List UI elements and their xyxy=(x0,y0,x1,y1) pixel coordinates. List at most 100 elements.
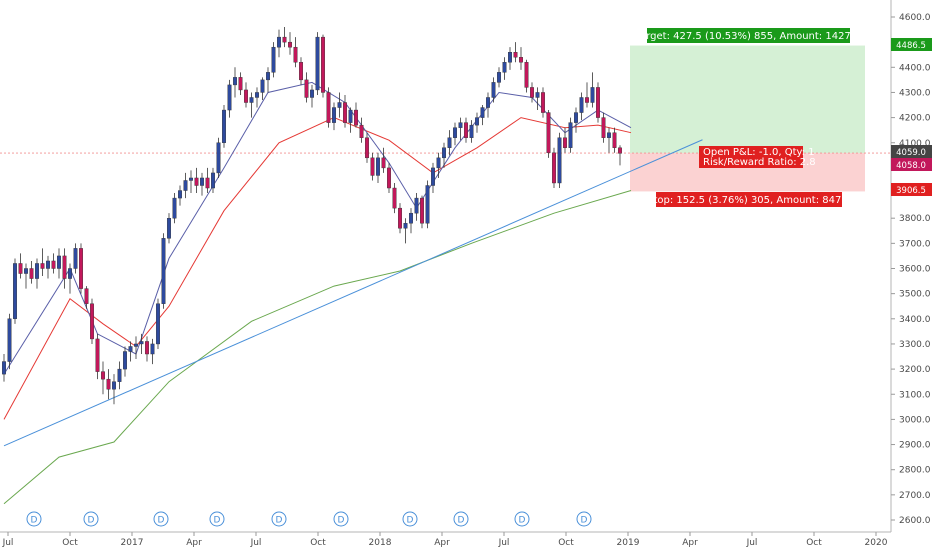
dividend-marker[interactable]: D xyxy=(402,511,418,527)
candle xyxy=(282,27,287,48)
candle-body xyxy=(315,36,320,91)
dividend-marker[interactable]: D xyxy=(453,511,469,527)
price-axis-label: 2800.0 xyxy=(899,466,931,476)
candle-body xyxy=(326,92,331,123)
profit-zone[interactable] xyxy=(630,45,865,154)
candle-body xyxy=(541,92,546,113)
candle-body xyxy=(293,46,298,63)
candle-body xyxy=(453,127,458,138)
current-price-tag: 4058.0 xyxy=(891,158,932,171)
candle-body xyxy=(12,263,17,319)
dividend-marker[interactable]: D xyxy=(209,511,225,527)
dividend-marker[interactable]: D xyxy=(576,511,592,527)
candle-body xyxy=(232,77,237,86)
candle-body xyxy=(497,72,502,83)
candle xyxy=(216,137,221,178)
dividend-marker[interactable]: D xyxy=(333,511,349,527)
candle xyxy=(78,243,83,294)
time-axis-label: Apr xyxy=(186,538,202,548)
candle-body xyxy=(398,207,403,229)
candle xyxy=(35,258,40,289)
candle xyxy=(359,117,364,143)
candle xyxy=(73,243,78,274)
candle xyxy=(161,233,166,309)
candle-body xyxy=(243,89,248,103)
dividend-marker[interactable]: D xyxy=(153,511,169,527)
candle xyxy=(568,117,573,153)
candle-body xyxy=(370,157,375,176)
moving-average-slow xyxy=(3,190,632,505)
candle-body xyxy=(585,97,590,103)
time-axis[interactable]: Jul Oct 2017 Apr Jul Oct 2018 Apr Jul Oct 2019 Apr J… xyxy=(2,532,888,548)
candle-body xyxy=(111,381,116,390)
candle xyxy=(574,107,579,133)
candle-body xyxy=(183,180,188,191)
candle-body xyxy=(100,371,105,380)
candle-body xyxy=(304,79,309,98)
candle-body xyxy=(332,107,337,123)
candle xyxy=(491,77,496,103)
candle-body xyxy=(563,137,568,148)
candle-body xyxy=(35,263,40,279)
candle-body xyxy=(491,82,496,98)
candle xyxy=(243,82,248,108)
time-axis-label: Jul xyxy=(2,538,14,548)
candle xyxy=(310,84,315,108)
candle xyxy=(370,152,375,181)
dividend-marker[interactable]: D xyxy=(271,511,287,527)
dividend-marker[interactable]: D xyxy=(26,511,42,527)
candles xyxy=(2,27,623,405)
candle xyxy=(425,180,430,229)
candle xyxy=(332,102,337,131)
candle-body xyxy=(535,92,540,98)
candle-body xyxy=(172,197,177,219)
entry-price-tag: 4059.0 xyxy=(891,145,932,158)
dividend-marker-circle xyxy=(402,511,418,527)
candle xyxy=(57,248,62,279)
candle xyxy=(618,145,623,166)
candle xyxy=(199,172,204,196)
candle-body xyxy=(464,122,469,138)
price-axis-label: 4400.0 xyxy=(899,63,931,73)
candle-body xyxy=(519,57,524,63)
candle xyxy=(238,72,243,95)
candle xyxy=(128,341,133,362)
candle-body xyxy=(513,52,518,58)
dividend-marker-circle xyxy=(153,511,169,527)
dividend-marker-circle xyxy=(26,511,42,527)
price-axis-label: 2900.0 xyxy=(899,441,931,451)
candle-body xyxy=(227,84,232,111)
candle-body xyxy=(524,62,529,88)
time-axis-label: Jul xyxy=(498,538,510,548)
dividend-marker-label: D xyxy=(338,516,345,526)
dividend-marker[interactable]: D xyxy=(83,511,99,527)
candle xyxy=(398,203,403,234)
price-axis-label: 2600.0 xyxy=(899,516,931,526)
time-axis-label: Apr xyxy=(434,538,450,548)
dividend-marker-circle xyxy=(83,511,99,527)
dividend-marker[interactable]: D xyxy=(514,511,530,527)
trendline[interactable] xyxy=(3,139,703,447)
candle xyxy=(409,208,414,234)
price-axis[interactable]: 4600.04500.04400.04300.04200.04100.04000… xyxy=(891,13,931,526)
candle xyxy=(458,117,463,141)
candle xyxy=(596,82,601,123)
candle-body xyxy=(117,368,122,382)
candle xyxy=(376,152,381,183)
candle xyxy=(299,57,304,85)
candle xyxy=(497,67,502,88)
candle-body xyxy=(166,217,171,239)
candle xyxy=(447,130,452,156)
target-price-tag: 4486.5 xyxy=(891,38,932,51)
target-label-text: Target: 427.5 (10.53%) 855, Amount: 1427… xyxy=(635,31,861,42)
candle xyxy=(95,333,100,380)
candle-body xyxy=(321,36,326,93)
candle-body xyxy=(502,62,507,73)
candle-body xyxy=(177,190,182,199)
entry-price-tag-text: 4059.0 xyxy=(896,148,926,158)
candle xyxy=(183,172,188,199)
dividend-marker-circle xyxy=(576,511,592,527)
candle-body xyxy=(62,255,67,279)
